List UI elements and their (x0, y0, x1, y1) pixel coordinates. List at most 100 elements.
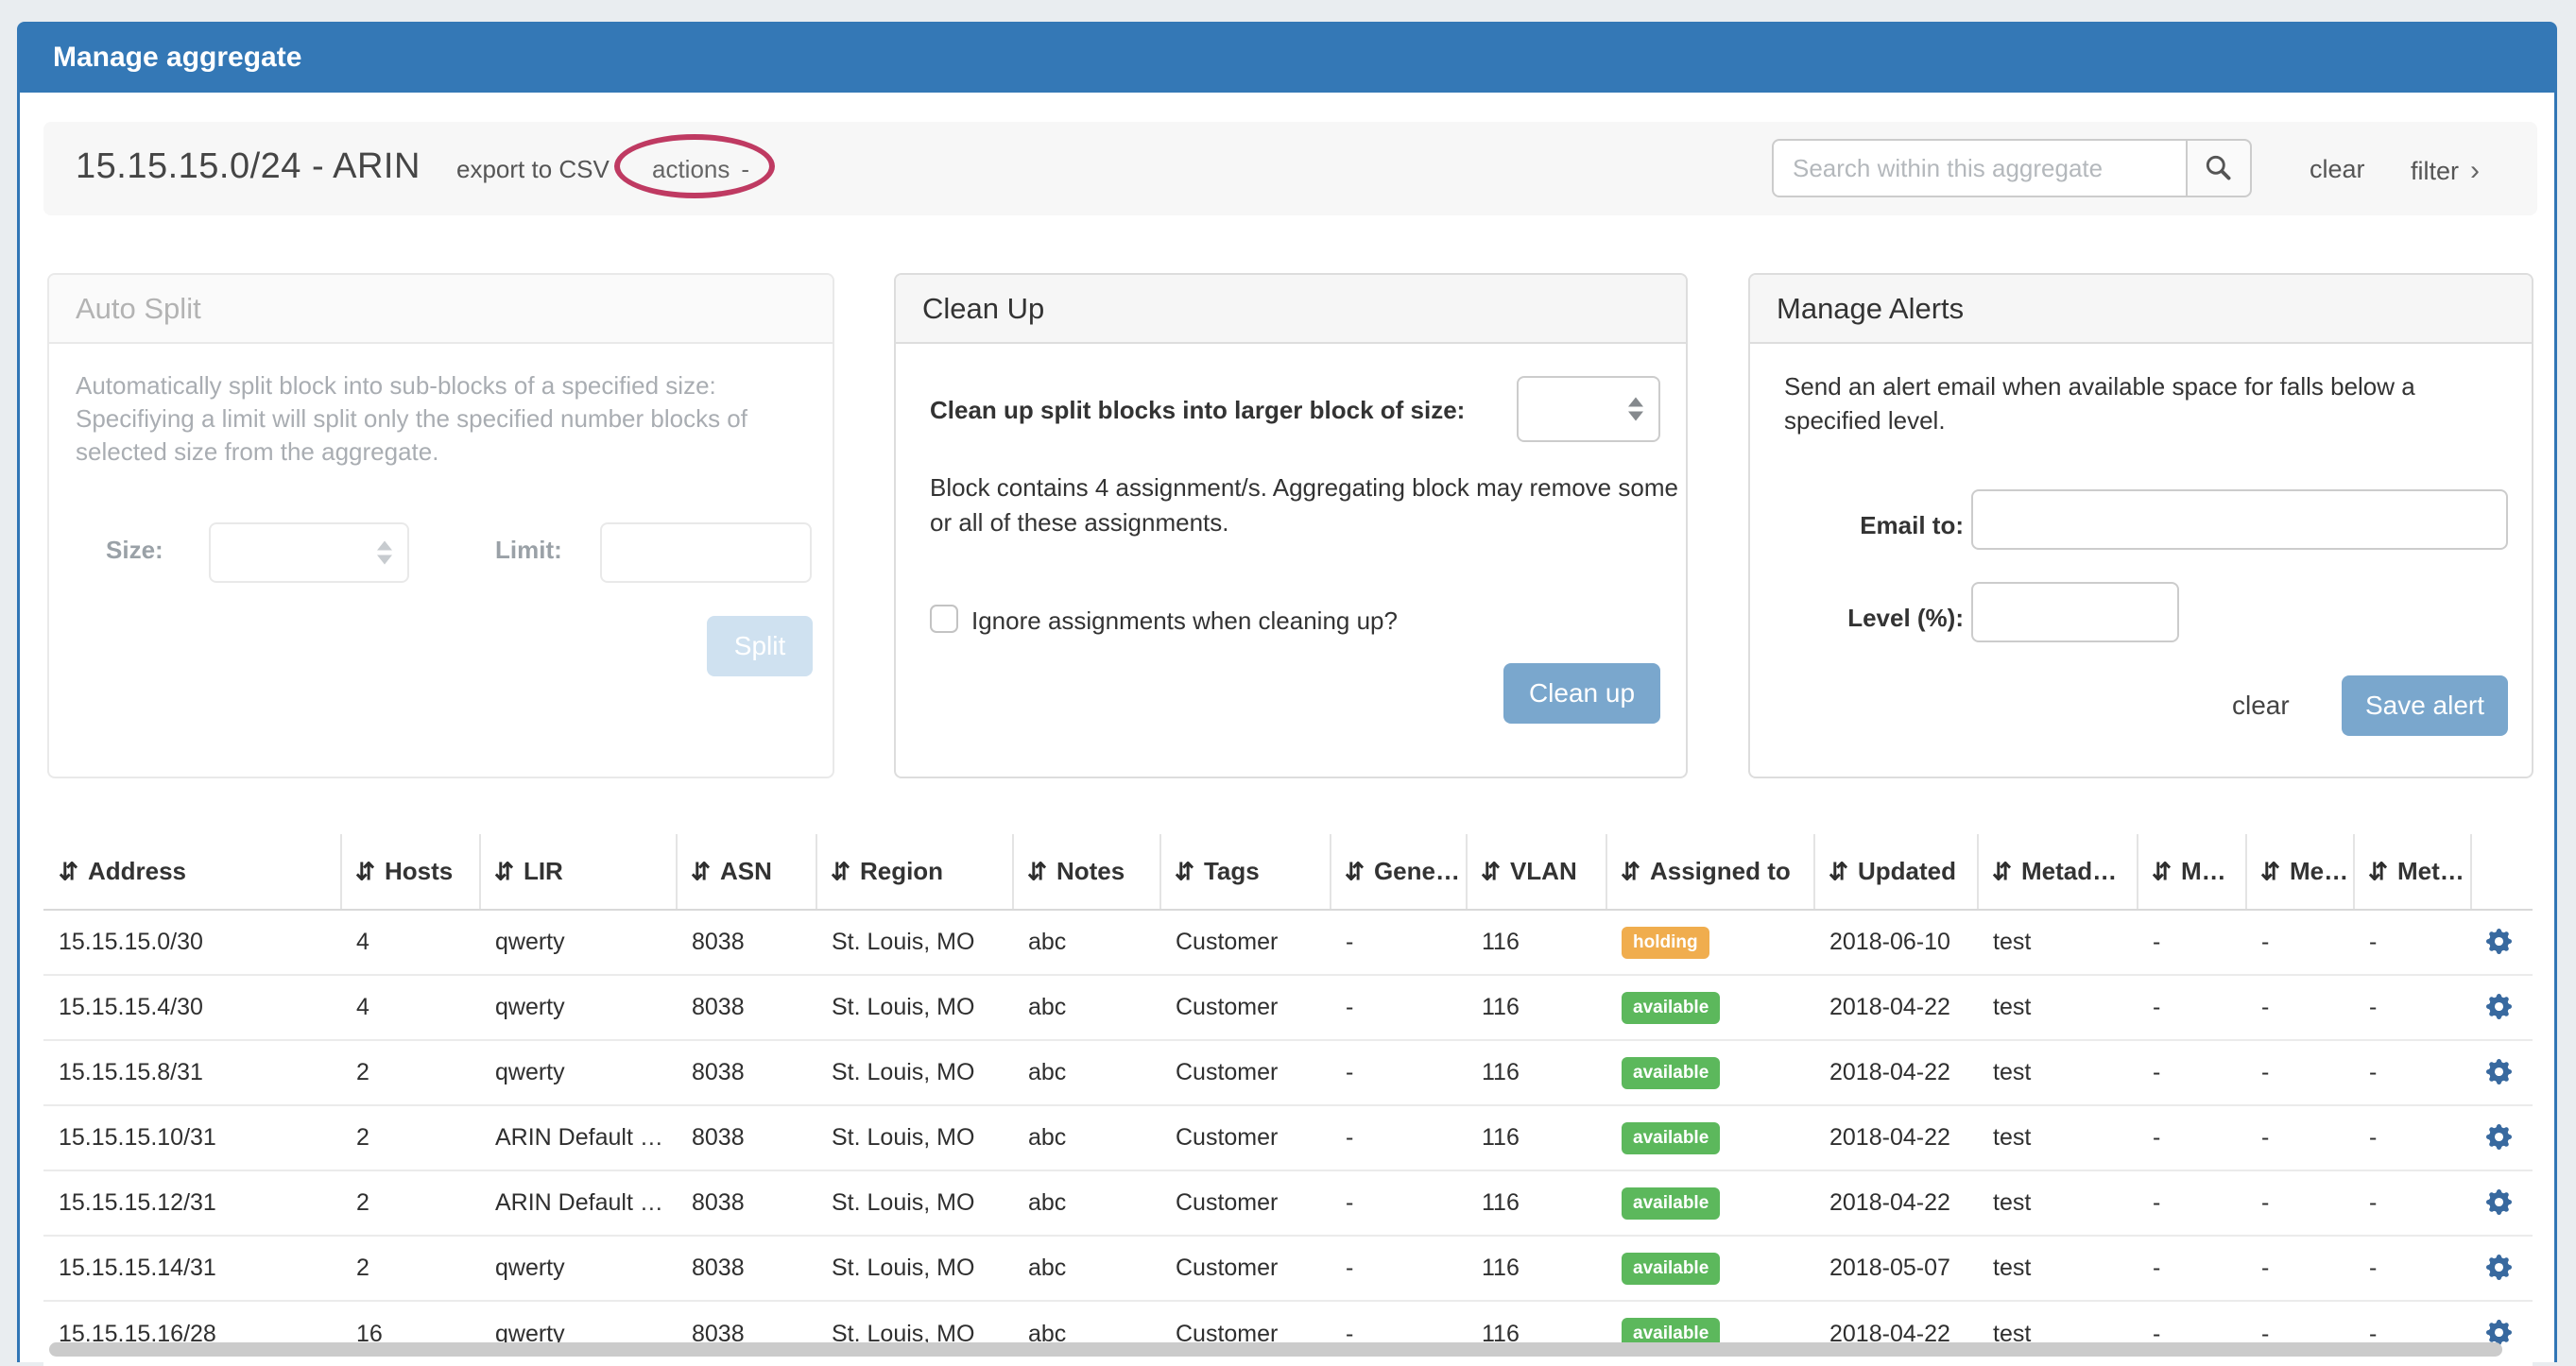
sort-icon: ⇵ (355, 859, 375, 885)
search-button[interactable] (2186, 139, 2252, 197)
column-header-tags[interactable]: ⇵ Tags (1159, 834, 1331, 911)
row-settings-button[interactable] (2482, 1055, 2516, 1088)
gear-icon (2486, 1188, 2512, 1215)
cell-row-actions (2471, 1300, 2533, 1366)
cell-row-actions (2471, 974, 2533, 1040)
status-badge: available (1622, 1056, 1721, 1089)
column-header-region[interactable]: ⇵ Region (816, 834, 1013, 911)
status-badge: available (1622, 1187, 1721, 1220)
column-header-m[interactable]: ⇵ M… (2137, 834, 2246, 911)
cell-region: St. Louis, MO (816, 1039, 1013, 1105)
auto-split-card: Auto Split Automatically split block int… (47, 273, 834, 778)
cell-asn: 8038 (677, 1039, 816, 1105)
cell-updated: 2018-05-07 (1814, 1235, 1978, 1301)
clean-up-card: Clean Up Clean up split blocks into larg… (894, 273, 1688, 778)
cell-assigned-to: available (1606, 1235, 1814, 1301)
cell-address: 15.15.15.14/31 (43, 1235, 341, 1301)
panel-header: Manage aggregate (17, 22, 2557, 93)
row-settings-button[interactable] (2482, 1120, 2516, 1153)
cell-m: - (2138, 910, 2246, 975)
column-header-updated[interactable]: ⇵ Updated (1813, 834, 1978, 911)
actions-dropdown-button[interactable]: actions - (652, 155, 750, 183)
cell-notes: abc (1013, 1235, 1160, 1301)
cell-gene: - (1331, 1235, 1467, 1301)
gear-icon (2486, 1058, 2512, 1084)
column-header-metad[interactable]: ⇵ Metad… (1977, 834, 2138, 911)
cell-lir: qwerty (480, 974, 677, 1040)
cell-updated: 2018-04-22 (1814, 1170, 1978, 1236)
table-row: 15.15.15.14/31 2 qwerty 8038 St. Louis, MO ab… (43, 1235, 2533, 1301)
sort-icon: ⇵ (59, 859, 78, 885)
sort-icon: ⇵ (1829, 859, 1848, 885)
cell-m: - (2138, 1039, 2246, 1105)
auto-split-title: Auto Split (49, 275, 833, 344)
column-label: LIR (523, 857, 563, 885)
cell-row-actions (2471, 1235, 2533, 1301)
column-header-hosts[interactable]: ⇵ Hosts (340, 834, 480, 911)
cell-assigned-to: available (1606, 1170, 1814, 1236)
sort-icon: ⇵ (1345, 859, 1365, 885)
search-input[interactable] (1772, 139, 2188, 197)
column-header-notes[interactable]: ⇵ Notes (1012, 834, 1160, 911)
cell-hosts: 2 (341, 1104, 480, 1170)
column-label: VLAN (1509, 857, 1577, 885)
table-body: 15.15.15.0/30 4 qwerty 8038 St. Louis, MO abc… (43, 910, 2533, 1366)
column-header-asn[interactable]: ⇵ ASN (676, 834, 816, 911)
cell-metad: test (1978, 910, 2138, 975)
export-to-csv-link[interactable]: export to CSV (456, 155, 610, 183)
column-header-address[interactable]: ⇵ Address (43, 834, 341, 911)
cell-tags: Customer (1160, 1039, 1331, 1105)
cell-address: 15.15.15.0/30 (43, 910, 341, 975)
sort-icon: ⇵ (2152, 859, 2172, 885)
sort-icon: ⇵ (1621, 859, 1640, 885)
horizontal-scrollbar[interactable] (49, 1342, 2502, 1357)
column-header-me[interactable]: ⇵ Me… (2245, 834, 2354, 911)
cell-region: St. Louis, MO (816, 1170, 1013, 1236)
sort-icon: ⇵ (831, 859, 850, 885)
ignore-assignments-checkbox[interactable] (930, 605, 958, 633)
row-settings-button[interactable] (2482, 1316, 2516, 1349)
cell-assigned-to: holding (1606, 910, 1814, 975)
column-header-gene[interactable]: ⇵ Gene… (1330, 834, 1467, 911)
cell-address: 15.15.15.10/31 (43, 1104, 341, 1170)
cell-notes: abc (1013, 910, 1160, 975)
chevron-right-icon: › (2470, 155, 2481, 186)
cell-row-actions (2471, 1170, 2533, 1236)
save-alert-button[interactable]: Save alert (2342, 675, 2508, 736)
column-header-assigned-to[interactable]: ⇵ Assigned to (1606, 834, 1814, 911)
cell-notes: abc (1013, 1039, 1160, 1105)
row-settings-button[interactable] (2482, 1251, 2516, 1284)
column-label: Me… (2289, 857, 2349, 885)
alert-clear-link[interactable]: clear (2232, 691, 2290, 720)
cell-metad: test (1978, 1039, 2138, 1105)
column-header-met[interactable]: ⇵ Met… (2353, 834, 2471, 911)
gear-icon (2486, 1123, 2512, 1150)
level-percent-field[interactable] (1971, 582, 2179, 642)
column-header-vlan[interactable]: ⇵ VLAN (1466, 834, 1606, 911)
select-stepper-icon (1628, 397, 1643, 421)
cell-lir: ARIN Default … (480, 1170, 677, 1236)
column-header-lir[interactable]: ⇵ LIR (479, 834, 677, 911)
cell-me: - (2246, 1039, 2354, 1105)
clean-up-note: Block contains 4 assignment/s. Aggregati… (930, 473, 1678, 537)
column-label: Region (859, 857, 944, 885)
clean-up-size-select[interactable] (1517, 376, 1660, 442)
clean-up-button[interactable]: Clean up (1503, 663, 1660, 724)
select-stepper-icon (377, 540, 392, 565)
sort-icon: ⇵ (1992, 859, 2012, 885)
column-label: Tags (1203, 857, 1260, 885)
row-settings-button[interactable] (2482, 1186, 2516, 1219)
dropdown-caret: - (741, 155, 750, 183)
filter-link[interactable]: filter › (2411, 155, 2481, 186)
cell-met: - (2354, 974, 2471, 1040)
cell-gene: - (1331, 1104, 1467, 1170)
email-to-field[interactable] (1971, 489, 2508, 550)
cell-tags: Customer (1160, 1235, 1331, 1301)
row-settings-button[interactable] (2482, 990, 2516, 1023)
sort-icon: ⇵ (691, 859, 711, 885)
cell-met: - (2354, 1235, 2471, 1301)
clear-search-link[interactable]: clear (2310, 155, 2365, 183)
gear-icon (2486, 993, 2512, 1019)
row-settings-button[interactable] (2482, 925, 2516, 958)
status-badge: available (1622, 1252, 1721, 1285)
